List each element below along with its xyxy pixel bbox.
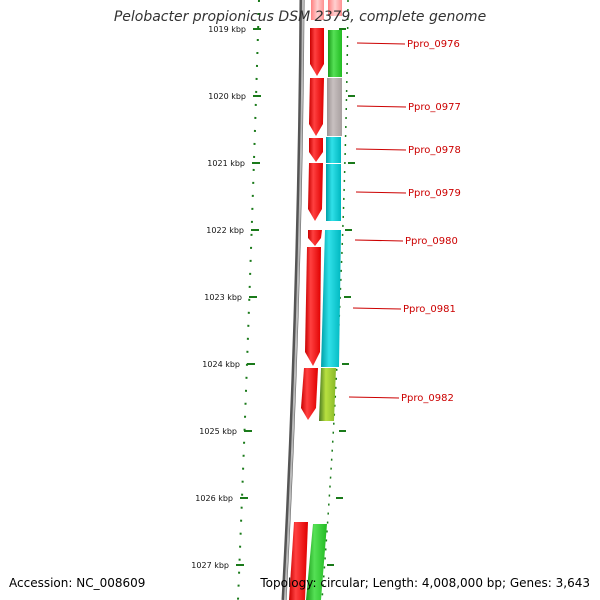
gene-label-leader [355, 148, 407, 151]
outer-dotted-ring [237, 0, 260, 600]
tick-label: 1021 kbp [207, 159, 245, 168]
tick-label: 1027 kbp [191, 561, 229, 570]
cyan-gene-block [326, 137, 341, 163]
tick-label: 1023 kbp [204, 293, 242, 302]
gene-label-leader [355, 191, 407, 194]
tick-label: 1020 kbp [208, 92, 246, 101]
gene-label-leader [356, 105, 407, 108]
red-gene-arrow [309, 78, 324, 136]
gene-label: Ppro_0979 [408, 188, 461, 199]
tick-marks: 1019 kbp 1020 kbp 1021 kbp 1022 kbp 1023 kbp… [191, 25, 355, 570]
red-gene-arrow [308, 163, 323, 221]
gene-label-leader [348, 396, 400, 399]
genome-backbone [281, 0, 305, 600]
red-gene-arrow [289, 522, 308, 600]
red-gene-arrow [301, 368, 318, 420]
red-gene-arrow [305, 247, 321, 366]
tick-label: 1022 kbp [206, 226, 244, 235]
tick-label: 1019 kbp [208, 25, 246, 34]
gray-gene-block [327, 78, 342, 136]
gene-label: Ppro_0977 [408, 102, 461, 113]
gene-label: Ppro_0976 [407, 39, 460, 50]
red-gene-arrow [309, 138, 323, 162]
pink-gene-block [328, 0, 342, 16]
forward-strand-genes [306, 0, 342, 600]
red-gene-arrow [310, 28, 324, 76]
gene-label-leader [356, 42, 406, 45]
tick-label: 1024 kbp [202, 360, 240, 369]
gene-label: Ppro_0980 [405, 236, 458, 247]
olive-gene-block [319, 368, 336, 421]
gene-labels: Ppro_0976 Ppro_0977 Ppro_0978 Ppro_0979 Ppro… [348, 39, 461, 404]
genome-summary: Topology: circular; Length: 4,008,000 bp… [260, 576, 590, 590]
red-gene-arrow [311, 0, 324, 20]
tick-label: 1026 kbp [195, 494, 233, 503]
gene-label: Ppro_0978 [408, 145, 461, 156]
cyan-gene-block [326, 164, 341, 221]
green-gene-block [306, 524, 327, 600]
genome-title: Pelobacter propionicus DSM 2379, complet… [113, 9, 487, 25]
gene-label-leader [354, 239, 404, 242]
accession-text: Accession: NC_008609 [9, 576, 146, 590]
reverse-strand-genes [289, 0, 324, 600]
red-gene-arrow [308, 230, 322, 246]
green-gene-block [328, 30, 342, 77]
gene-label: Ppro_0981 [403, 304, 456, 315]
genome-backbone-highlight [284, 0, 304, 600]
cyan-gene-block [321, 230, 341, 367]
tick-label: 1025 kbp [199, 427, 237, 436]
gene-label: Ppro_0982 [401, 393, 454, 404]
gene-label-leader [352, 307, 402, 310]
